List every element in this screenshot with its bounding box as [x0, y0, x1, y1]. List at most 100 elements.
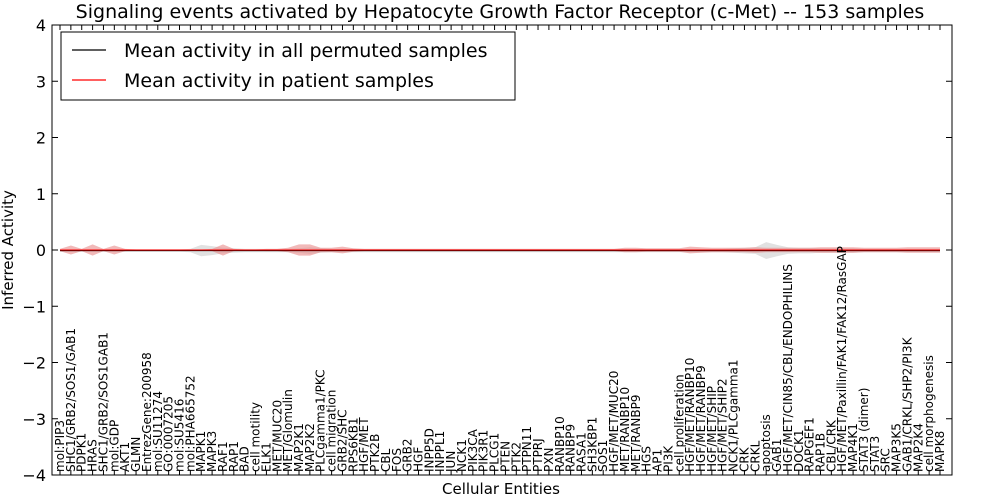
y-tick-label: −1 — [22, 297, 46, 316]
x-tick-label: GRB2 — [401, 438, 415, 472]
x-tick-label: GAB1/CRKL/SHP2/PI3K — [900, 336, 914, 472]
x-tick-label: MET/RANBP10 — [618, 387, 632, 472]
x-tick-label: GLMN — [129, 437, 143, 472]
x-tick-label: MET/Glomulin — [281, 389, 295, 472]
x-tick-label: MAP4K1 — [846, 423, 860, 472]
x-tick-label: PI3K — [661, 445, 675, 472]
x-tick-label: HGF/MET/SHIP — [705, 386, 719, 472]
x-tick-label: CBL — [379, 448, 393, 472]
x-tick-label: SRC — [879, 448, 893, 472]
x-tick-label: PLCgamma1/PKC — [314, 369, 328, 472]
y-tick-label: −3 — [22, 410, 46, 429]
x-tick-label: apoptosis — [759, 414, 773, 472]
x-tick-label: PTPN11 — [520, 426, 534, 472]
x-tick-label: mol:PHA665752 — [183, 375, 197, 472]
x-tick-label: RANBP9 — [564, 424, 578, 472]
x-tick-label: PLCG1 — [488, 433, 502, 472]
legend-label-patient: Mean activity in patient samples — [124, 70, 434, 92]
x-tick-label: HGF/MET/SHIP2 — [716, 378, 730, 472]
legend-label-permuted: Mean activity in all permuted samples — [124, 40, 487, 62]
x-tick-label: MAP3K5 — [890, 423, 904, 472]
x-tick-label: MAP2K4 — [911, 423, 925, 472]
x-tick-label: RASA1 — [575, 432, 589, 472]
y-tick-label: 1 — [36, 185, 46, 204]
x-tick-label: HGS — [640, 446, 654, 472]
x-tick-label: PTEN — [498, 441, 512, 472]
x-tick-label: MAPK1 — [194, 431, 208, 472]
x-tick-label: ELK1 — [259, 442, 273, 472]
x-tick-label: PDPK1 — [75, 433, 89, 472]
x-tick-label: HRAS — [86, 439, 100, 472]
x-tick-label: SH3KBP1 — [585, 417, 599, 472]
x-tick-label: STAT3 — [868, 436, 882, 472]
y-axis-label: Inferred Activity — [0, 190, 17, 310]
x-tick-label: MAPK3 — [205, 431, 219, 472]
series-lines — [60, 249, 940, 252]
x-tick-label: PXN — [542, 448, 556, 472]
x-tick-label: AP1 — [651, 449, 665, 472]
x-tick-label: cell proliferation — [672, 374, 686, 472]
x-tick-label: PIK3CA — [466, 428, 480, 472]
legend-box — [60, 31, 516, 101]
x-tick-label: HGF/MET/MUC20 — [607, 371, 621, 472]
x-tick-label: GAB1 — [770, 439, 784, 472]
y-tick-label: 4 — [36, 16, 46, 35]
x-tick-label: NCK1 — [455, 439, 469, 472]
y-tick-label: 0 — [36, 241, 46, 260]
x-tick-label: PTPRJ — [531, 438, 545, 472]
x-tick-label: INPPL1 — [433, 431, 447, 472]
x-tick-label: SHC1/GRB2/SOS1GAB1 — [97, 332, 111, 472]
x-tick-label: PTK2 — [509, 442, 523, 472]
x-tick-label: cell morphogenesis — [922, 355, 936, 472]
x-tick-label: MET/MUC20 — [270, 400, 284, 472]
x-tick-label: SOS1 — [596, 440, 610, 472]
x-tick-label: GRB2/SHC — [336, 409, 350, 472]
x-tick-label: PTK2B — [368, 434, 382, 472]
x-tick-label: HGF/MET — [357, 417, 371, 472]
x-tick-label: MAP2K2 — [303, 423, 317, 472]
x-tick-label: RAP1B — [814, 433, 828, 472]
x-tick-label: NCK1/PLCgamma1 — [727, 359, 741, 472]
x-tick-label: EntrezGene:200958 — [140, 352, 154, 472]
x-tick-label: BAD — [238, 446, 252, 472]
x-tick-label: AKT1 — [118, 442, 132, 472]
x-tick-label: HGF/MET/RANBP9 — [694, 365, 708, 472]
x-axis: mol:PIP3SHC1/GRB2/SOS1/GAB1PDPK1HRASSHC1… — [53, 25, 947, 475]
x-tick-label: STAT3 (dimer) — [857, 388, 871, 472]
x-tick-label: HGF/MET/Paxillin/FAK1/FAK12/RasGAP — [835, 246, 849, 472]
y-tick-label: 2 — [36, 129, 46, 148]
x-tick-label: CRK — [737, 446, 751, 472]
x-tick-label: CBL/CRK — [824, 419, 838, 472]
x-tick-label: HGF — [412, 447, 426, 472]
x-tick-label: SHC1/GRB2/SOS1/GAB1 — [64, 328, 78, 472]
legend: Mean activity in all permuted samples Me… — [60, 31, 516, 101]
x-tick-label: mol:GDP — [107, 420, 121, 472]
x-tick-label: HGF/MET/RANBP10 — [683, 358, 697, 472]
x-tick-label: INPP5D — [422, 428, 436, 472]
y-axis: 4 3 2 1 0 −1 −2 −3 −4 — [22, 16, 952, 485]
x-tick-label: mol:SU11274 — [151, 391, 165, 472]
x-tick-label: cell motility — [249, 402, 263, 472]
x-tick-label: MAPK8 — [933, 431, 947, 472]
y-tick-label: −4 — [22, 466, 46, 485]
x-tick-label: RAP1 — [227, 441, 241, 472]
x-tick-label: cell migration — [325, 390, 339, 472]
y-tick-label: 3 — [36, 72, 46, 91]
x-tick-label: MAP2K1 — [292, 423, 306, 472]
y-tick-label: −2 — [22, 354, 46, 373]
x-tick-label: DOCK1 — [792, 429, 806, 472]
x-tick-label: JUN — [444, 451, 458, 473]
x-tick-label: mol:SU5416 — [173, 399, 187, 472]
x-tick-label: HGF/MET/CIN85/CBL/ENDOPHILINS — [781, 264, 795, 472]
x-tick-label: RPS6KB1 — [346, 417, 360, 472]
x-tick-label: RAPGEF1 — [803, 417, 817, 472]
x-axis-label: Cellular Entities — [442, 480, 560, 498]
x-tick-label: MET/RANBP9 — [629, 395, 643, 472]
x-tick-label: mol:PIP3 — [53, 420, 67, 472]
x-tick-label: CRKL — [748, 440, 762, 472]
x-tick-label: RANBP10 — [553, 416, 567, 472]
x-tick-label: FOS — [390, 448, 404, 472]
x-tick-label: RAF1 — [216, 441, 230, 472]
chart-title: Signaling events activated by Hepatocyte… — [76, 1, 925, 23]
